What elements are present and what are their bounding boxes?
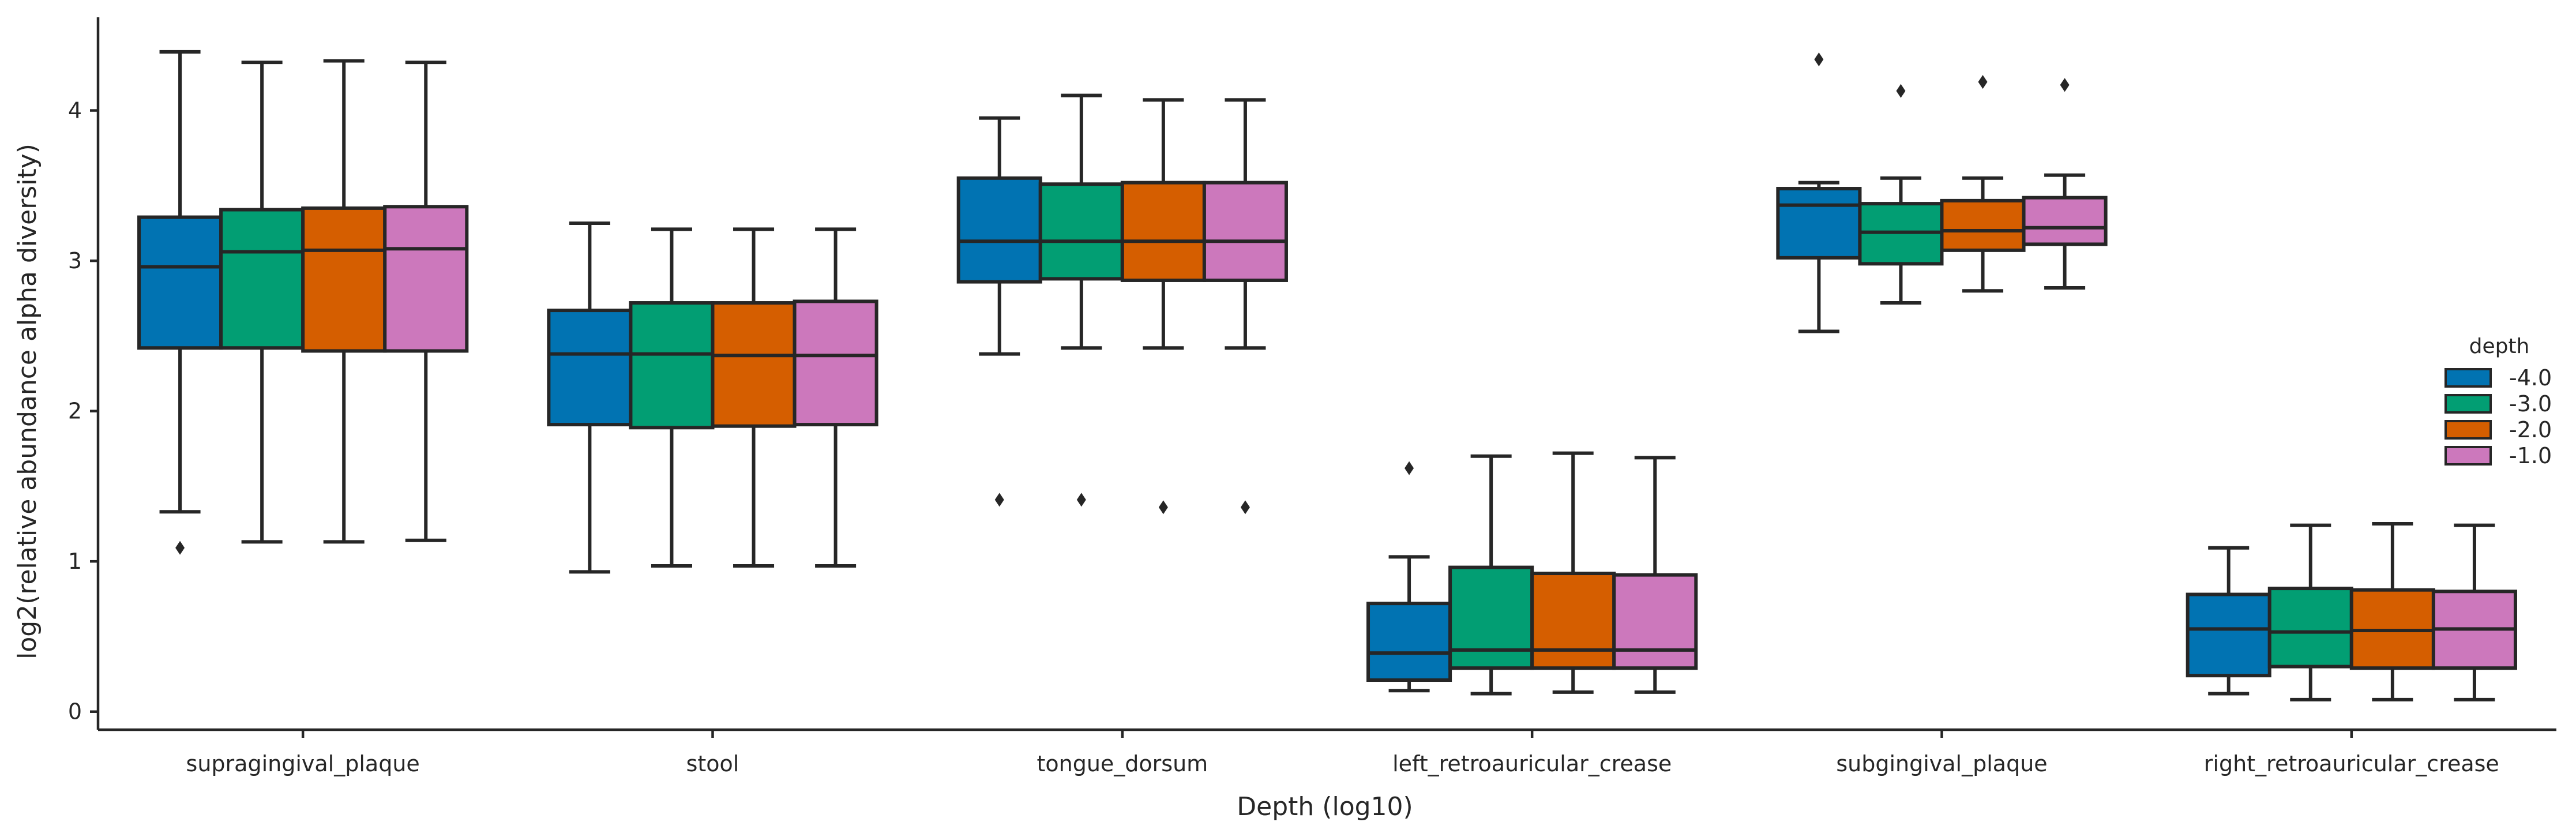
box-group [629, 227, 715, 568]
box-iqr [1776, 187, 1862, 260]
x-axis-title: Depth (log10) [1237, 792, 1413, 821]
flier-point [994, 493, 1004, 507]
box-iqr [1940, 198, 2026, 252]
y-tick-label: 3 [68, 248, 82, 273]
box-iqr [383, 205, 469, 353]
box-group [1858, 84, 1944, 305]
box-group [956, 116, 1042, 507]
box-group [1530, 451, 1616, 694]
box-group [1120, 98, 1206, 515]
box-iqr [793, 299, 878, 427]
y-axis-title: log2(relative abundance alpha diversity) [13, 144, 42, 659]
legend: depth -4.0-3.0-2.0-1.0 [2444, 335, 2552, 468]
legend-swatch [2444, 420, 2492, 440]
box-group [2186, 546, 2271, 696]
box-iqr [2022, 196, 2108, 246]
box-iqr [219, 208, 305, 350]
x-tick-label: right_retroauricular_crease [2204, 751, 2499, 776]
legend-label: -1.0 [2509, 443, 2552, 468]
x-tick-label: stool [686, 751, 739, 776]
x-tick-label: left_retroauricular_crease [1392, 751, 1672, 776]
legend-item: -1.0 [2444, 443, 2552, 468]
box-iqr [1612, 573, 1698, 670]
legend-label: -3.0 [2509, 391, 2552, 416]
box-group [1202, 98, 1288, 515]
box-group [383, 61, 469, 542]
box-group [1038, 93, 1124, 507]
flier-point [1158, 500, 1168, 515]
x-ticks: supragingival_plaque stool tongue_dorsum le… [186, 730, 2499, 776]
box-group [547, 221, 633, 574]
y-tick-label: 1 [68, 549, 82, 574]
legend-title: depth [2469, 335, 2530, 358]
box-group [2267, 523, 2353, 701]
box-iqr [547, 309, 633, 427]
flier-point [1978, 75, 1988, 89]
box-iqr [956, 176, 1042, 284]
box-group [793, 227, 878, 568]
box-group [1612, 456, 1698, 694]
flier-point [175, 541, 185, 555]
box-group [2431, 523, 2517, 701]
box-iqr [2186, 592, 2271, 678]
box-group [1448, 454, 1534, 696]
box-iqr [711, 301, 797, 428]
box-group [1940, 75, 2026, 293]
box-group [1776, 52, 1862, 333]
flier-point [1814, 52, 1824, 66]
y-tick-label: 4 [68, 98, 82, 123]
x-tick-label: subgingival_plaque [1836, 751, 2047, 776]
box-iqr [1038, 182, 1124, 281]
box-group [301, 59, 387, 544]
x-tick-label: tongue_dorsum [1037, 751, 1208, 776]
box-group [2022, 78, 2108, 290]
box-iqr [1120, 181, 1206, 282]
x-tick-label: supragingival_plaque [186, 751, 420, 776]
box-group [219, 61, 305, 544]
flier-point [2060, 78, 2070, 92]
legend-item: -4.0 [2444, 365, 2552, 391]
legend-label: -4.0 [2509, 365, 2552, 391]
legend-label: -2.0 [2509, 417, 2552, 442]
box-group [1366, 461, 1452, 693]
y-tick-label: 0 [68, 699, 82, 725]
box-group [137, 50, 223, 555]
y-tick-label: 2 [68, 399, 82, 424]
box-iqr [1530, 572, 1616, 670]
box-iqr [629, 301, 715, 430]
flier-point [1240, 500, 1250, 515]
legend-swatch [2444, 446, 2492, 466]
flier-point [1896, 84, 1906, 98]
flier-point [1405, 461, 1414, 475]
legend-item: -3.0 [2444, 391, 2552, 416]
box-iqr [1202, 181, 1288, 282]
box-iqr [2267, 587, 2353, 669]
box-iqr [137, 215, 223, 350]
box-group [711, 227, 797, 568]
legend-swatch [2444, 368, 2492, 388]
box-iqr [301, 206, 387, 353]
flier-point [1076, 493, 1086, 507]
legend-swatch [2444, 394, 2492, 414]
box-iqr [1448, 565, 1534, 670]
box-group [2349, 522, 2435, 701]
y-ticks: 0 1 2 3 4 [68, 98, 98, 725]
boxes-layer [137, 50, 2517, 701]
box-iqr [1366, 602, 1452, 682]
legend-item: -2.0 [2444, 417, 2552, 442]
legend-items: -4.0-3.0-2.0-1.0 [2444, 365, 2552, 468]
axes-layer: 0 1 2 3 4 supragingival_plaque stool tongue_do… [13, 17, 2556, 821]
